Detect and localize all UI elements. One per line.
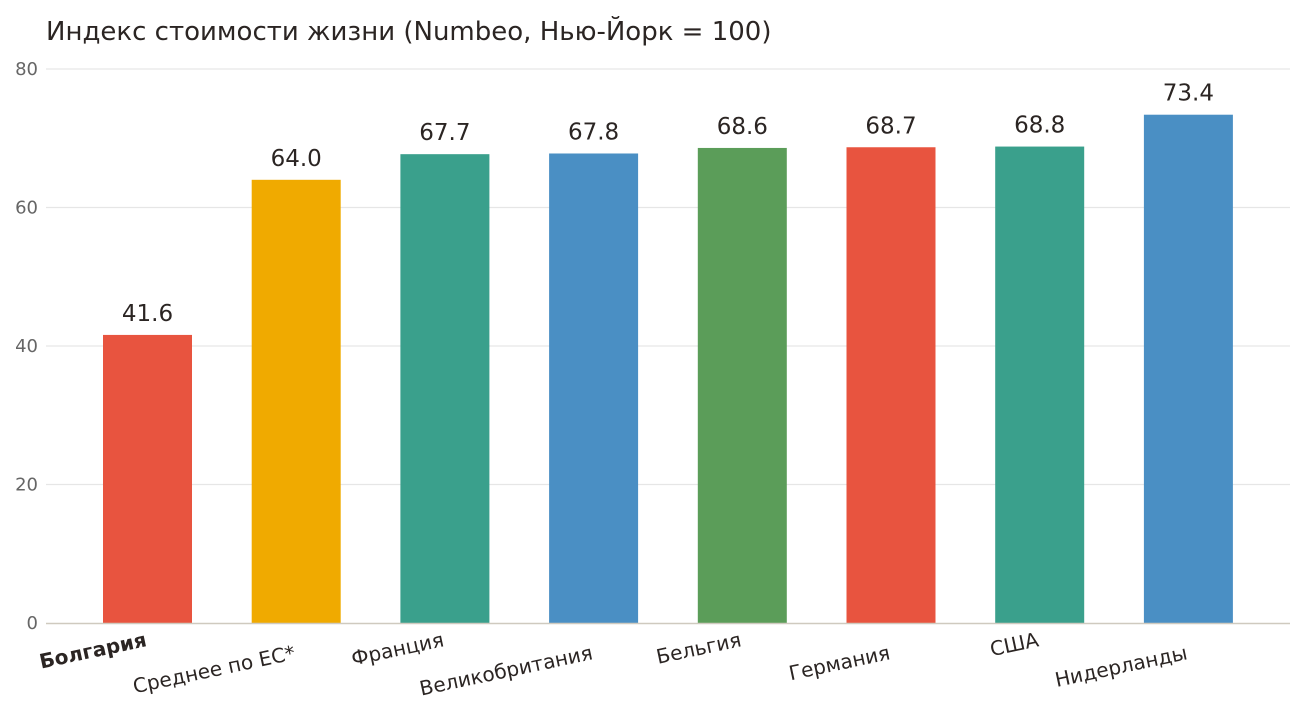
bar-value-label: 68.6 (717, 114, 768, 140)
bar (251, 179, 341, 624)
bar-value-label: 41.6 (122, 301, 173, 327)
chart-title: Индекс стоимости жизни (Numbeo, Нью-Йорк… (46, 15, 772, 47)
y-tick-label: 40 (15, 336, 38, 357)
value-labels: 41.6 64.0 67.7 67.8 68.6 68.7 68.8 73.4 (122, 81, 1214, 327)
x-tick-label: Болгария (37, 627, 148, 673)
y-tick-label: 0 (27, 613, 38, 634)
x-tick-label: Нидерланды (1053, 640, 1190, 691)
gridlines (46, 68, 1290, 486)
bar-value-label: 68.7 (865, 113, 916, 139)
x-tick-label: Франция (349, 627, 446, 670)
x-tick-label: Германия (787, 640, 892, 685)
bar-value-label: 64.0 (271, 146, 322, 172)
bar-value-label: 73.4 (1163, 81, 1214, 107)
y-tick-label: 80 (15, 59, 38, 80)
y-tick-label: 20 (15, 475, 38, 496)
bar (549, 153, 639, 624)
x-tick-label: Бельгия (654, 627, 743, 668)
bars (103, 114, 1233, 624)
bar (103, 334, 192, 623)
bar (995, 146, 1085, 623)
bar-value-label: 67.8 (568, 119, 619, 145)
bar (400, 154, 490, 624)
x-tick-label: США (988, 627, 1041, 661)
bar-value-label: 68.8 (1014, 113, 1065, 139)
x-tick-label: Среднее по ЕС* (131, 640, 297, 698)
bar (1143, 114, 1233, 623)
y-tick-label: 60 (15, 198, 38, 219)
bar (697, 147, 787, 623)
bar-value-label: 67.7 (419, 120, 470, 146)
bar (846, 147, 936, 623)
y-axis-ticks: 0 20 40 60 80 (15, 59, 38, 634)
